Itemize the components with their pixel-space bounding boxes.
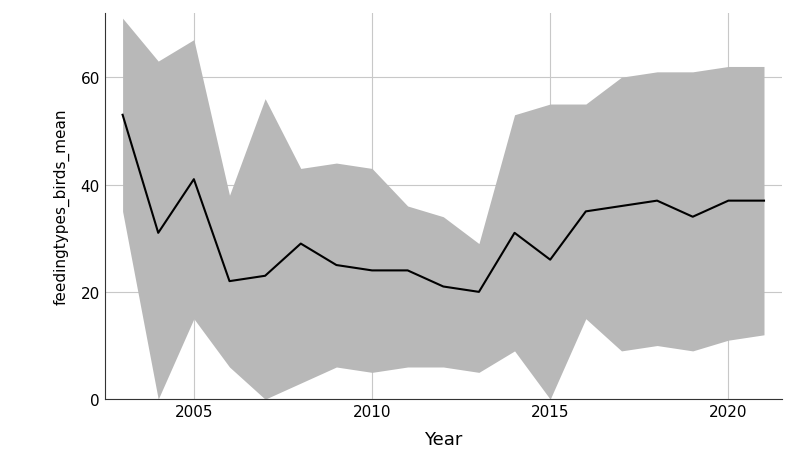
X-axis label: Year: Year — [424, 430, 463, 448]
Y-axis label: feedingtypes_birds_mean: feedingtypes_birds_mean — [53, 108, 69, 305]
